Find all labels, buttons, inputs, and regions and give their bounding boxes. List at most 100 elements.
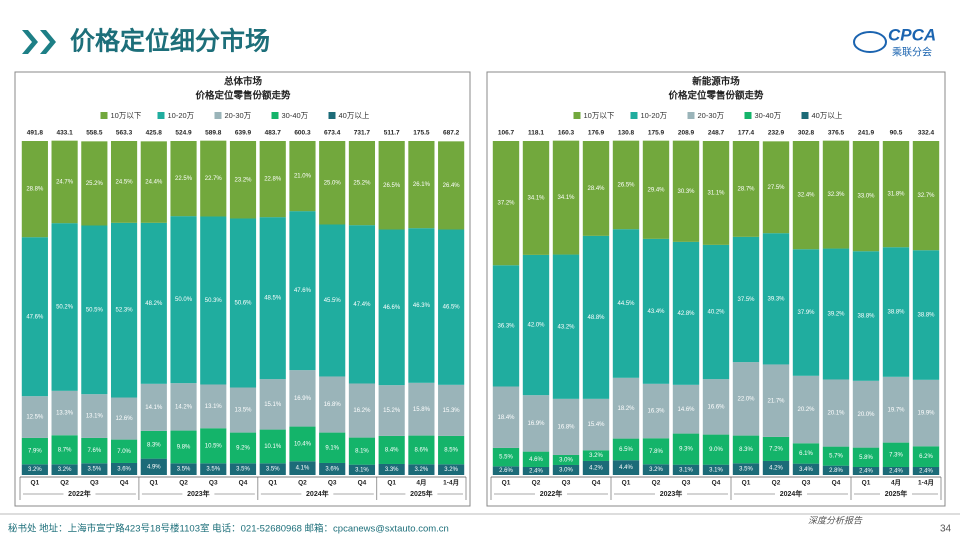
- value-label: 3.3%: [385, 467, 399, 473]
- value-label: 3.5%: [177, 467, 191, 473]
- value-label: 10.1%: [264, 444, 282, 450]
- value-label: 31.8%: [887, 192, 905, 198]
- bar-segment: [822, 248, 850, 380]
- bar-segment: [642, 438, 670, 465]
- value-label: 5.5%: [499, 455, 513, 461]
- bar-segment: [438, 141, 465, 230]
- group-label: 2025年: [410, 489, 433, 498]
- value-label: 15.1%: [264, 402, 282, 408]
- bar-segment: [642, 140, 670, 239]
- value-label: 29.4%: [647, 187, 665, 193]
- value-label: 45.5%: [324, 298, 342, 304]
- bar-segment: [732, 435, 760, 464]
- bar-segment: [732, 463, 760, 475]
- x-tick-label: Q4: [832, 480, 841, 487]
- bar-segment: [51, 464, 78, 475]
- x-tick-label: Q2: [532, 480, 541, 487]
- bar-segment: [110, 222, 138, 398]
- value-label: 42.8%: [677, 311, 695, 317]
- value-label: 8.3%: [147, 442, 161, 448]
- bar-segment: [672, 241, 700, 385]
- total-label: 248.7: [708, 130, 725, 137]
- value-label: 9.0%: [709, 447, 723, 453]
- value-label: 26.4%: [443, 183, 461, 189]
- bar-segment: [612, 140, 640, 230]
- bar-segment: [492, 386, 520, 448]
- legend-label: 40万以上: [339, 111, 370, 120]
- x-tick-label: Q1: [31, 480, 40, 487]
- value-label: 50.3%: [205, 298, 223, 304]
- bar-segment: [822, 140, 850, 249]
- legend-label: 10-20万: [641, 111, 668, 120]
- value-label: 38.8%: [887, 310, 905, 316]
- value-label: 3.5%: [739, 467, 753, 473]
- bar-segment: [348, 225, 376, 384]
- legend-label: 10万以下: [584, 111, 615, 120]
- legend-swatch: [744, 112, 752, 119]
- bar-segment: [732, 362, 760, 436]
- bar-segment: [612, 460, 640, 475]
- value-label: 22.0%: [737, 396, 755, 402]
- value-label: 28.4%: [587, 186, 605, 192]
- bar-segment: [200, 428, 227, 464]
- bar-segment: [200, 216, 227, 385]
- bar-segment: [912, 446, 940, 467]
- bar-segment: [792, 463, 820, 475]
- value-label: 32.7%: [917, 193, 935, 199]
- bar-segment: [852, 447, 880, 467]
- value-label: 14.6%: [677, 407, 695, 413]
- total-label: 232.9: [768, 130, 785, 137]
- bar-segment: [642, 464, 670, 475]
- logo-mark: [853, 31, 887, 53]
- bar-segment: [762, 233, 790, 365]
- value-label: 12.5%: [26, 415, 44, 421]
- value-label: 22.8%: [264, 177, 282, 183]
- bar-segment: [348, 437, 376, 465]
- value-label: 24.5%: [116, 179, 134, 185]
- bar-segment: [702, 141, 730, 245]
- bar-segment: [21, 141, 48, 238]
- value-label: 9.8%: [177, 445, 191, 451]
- value-label: 15.2%: [383, 408, 401, 414]
- bar-segment: [51, 390, 78, 436]
- group-label-bg: [405, 489, 438, 499]
- value-label: 20.1%: [827, 411, 845, 417]
- bar-segment: [822, 446, 850, 466]
- value-label: 13.5%: [234, 408, 252, 414]
- legend-label: 10-20万: [168, 111, 195, 120]
- bar-segment: [110, 462, 138, 475]
- bar-segment: [348, 464, 376, 475]
- bar-segment: [762, 141, 790, 234]
- x-tick-label: Q3: [802, 480, 811, 487]
- value-label: 26.5%: [383, 183, 401, 189]
- legend-swatch: [573, 112, 581, 119]
- bar-segment: [259, 379, 286, 430]
- value-label: 23.2%: [234, 177, 252, 183]
- legend-label: 40万以上: [812, 111, 843, 120]
- value-label: 20.2%: [797, 407, 815, 413]
- bar-segment: [882, 442, 910, 467]
- value-label: 22.5%: [175, 176, 193, 182]
- group-label-bg: [63, 489, 96, 499]
- bar-segment: [732, 141, 760, 237]
- value-label: 5.8%: [859, 455, 873, 461]
- bar-segment: [408, 141, 435, 229]
- x-tick-label: Q3: [209, 480, 218, 487]
- value-label: 3.6%: [325, 467, 339, 473]
- bar-segment: [81, 437, 108, 464]
- legend-label: 10万以下: [111, 111, 142, 120]
- bar-segment: [140, 383, 167, 431]
- x-tick-label: Q2: [298, 480, 307, 487]
- value-label: 34.1%: [527, 196, 545, 202]
- value-label: 37.5%: [737, 297, 755, 303]
- total-label: 130.8: [618, 130, 635, 137]
- bar-segment: [229, 218, 257, 388]
- value-label: 3.2%: [415, 467, 429, 473]
- bar-segment: [259, 141, 286, 218]
- bar-segment: [408, 382, 435, 436]
- bar-segment: [732, 236, 760, 363]
- legend-swatch: [157, 112, 165, 119]
- bar-segment: [852, 141, 880, 252]
- value-label: 25.2%: [353, 181, 371, 187]
